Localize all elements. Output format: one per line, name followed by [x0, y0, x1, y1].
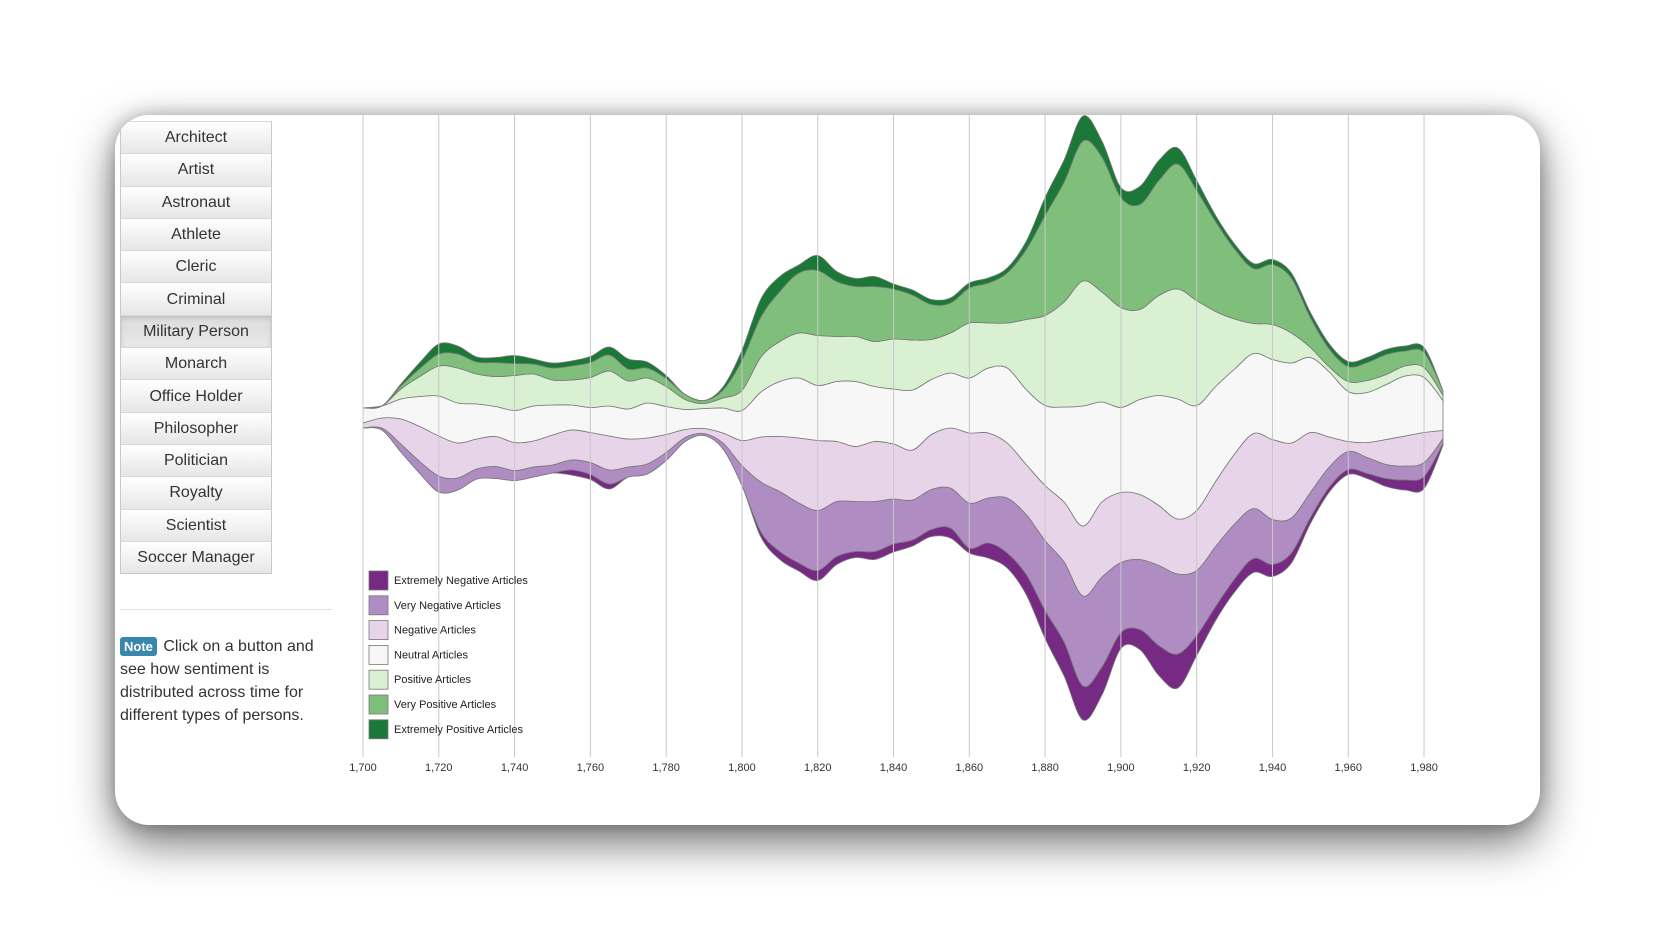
x-tick-label: 1,720 — [425, 762, 453, 774]
stream-layers — [362, 115, 1444, 721]
category-button-royalty[interactable]: Royalty — [120, 476, 272, 510]
note-badge: Note — [120, 637, 157, 656]
category-button-scientist[interactable]: Scientist — [120, 508, 272, 542]
x-tick-label: 1,900 — [1107, 762, 1135, 774]
category-button-soccer-manager[interactable]: Soccer Manager — [120, 540, 272, 575]
category-button-astronaut[interactable]: Astronaut — [120, 185, 272, 219]
legend-label: Negative Articles — [394, 625, 476, 637]
x-tick-label: 1,760 — [577, 762, 605, 774]
legend-swatch — [368, 669, 389, 690]
legend-label: Extremely Positive Articles — [394, 724, 523, 736]
sentiment-streamgraph: 1,700 1,720 1,740 1,760 1,780 1,800 1,820 1,840… — [349, 115, 1444, 774]
legend: Extremely Negative Articles Very Negative… — [368, 570, 528, 740]
x-tick-label: 1,940 — [1259, 762, 1287, 774]
legend-swatch — [368, 595, 389, 616]
help-note: Note Click on a button and see how senti… — [120, 635, 325, 727]
x-tick-label: 1,840 — [880, 762, 908, 774]
category-button-philosopher[interactable]: Philosopher — [120, 411, 272, 445]
category-button-cleric[interactable]: Cleric — [120, 250, 272, 284]
legend-label: Very Positive Articles — [394, 699, 497, 711]
category-button-group: Architect Artist Astronaut Athlete Cleric Cri… — [120, 121, 272, 575]
x-tick-label: 1,920 — [1183, 762, 1211, 774]
legend-swatch — [368, 645, 389, 665]
sidebar-divider — [120, 609, 332, 610]
category-button-military-person[interactable]: Military Person — [120, 314, 272, 349]
x-tick-label: 1,880 — [1031, 762, 1059, 774]
x-tick-label: 1,780 — [652, 762, 680, 774]
x-tick-label: 1,740 — [501, 762, 529, 774]
legend-swatch — [368, 620, 389, 641]
legend-swatch — [368, 570, 389, 591]
legend-label: Neutral Articles — [394, 649, 468, 661]
legend-label: Very Negative Articles — [394, 600, 501, 612]
category-button-architect[interactable]: Architect — [120, 121, 272, 155]
legend-swatch — [368, 694, 389, 715]
x-tick-label: 1,860 — [956, 762, 984, 774]
legend-label: Extremely Negative Articles — [394, 575, 528, 587]
stream-layer-extremely-positive-articles[interactable] — [362, 115, 1444, 409]
category-button-office-holder[interactable]: Office Holder — [120, 379, 272, 413]
x-tick-label: 1,820 — [804, 762, 832, 774]
app-card: Architect Artist Astronaut Athlete Cleric Cri… — [115, 115, 1540, 825]
x-tick-label: 1,800 — [728, 762, 756, 774]
x-tick-label: 1,700 — [349, 762, 377, 774]
category-button-criminal[interactable]: Criminal — [120, 282, 272, 316]
x-tick-label: 1,980 — [1410, 762, 1438, 774]
legend-swatch — [368, 719, 389, 740]
note-text: Click on a button and see how sentiment … — [120, 638, 314, 724]
legend-label: Positive Articles — [394, 674, 472, 686]
x-tick-label: 1,960 — [1334, 762, 1362, 774]
